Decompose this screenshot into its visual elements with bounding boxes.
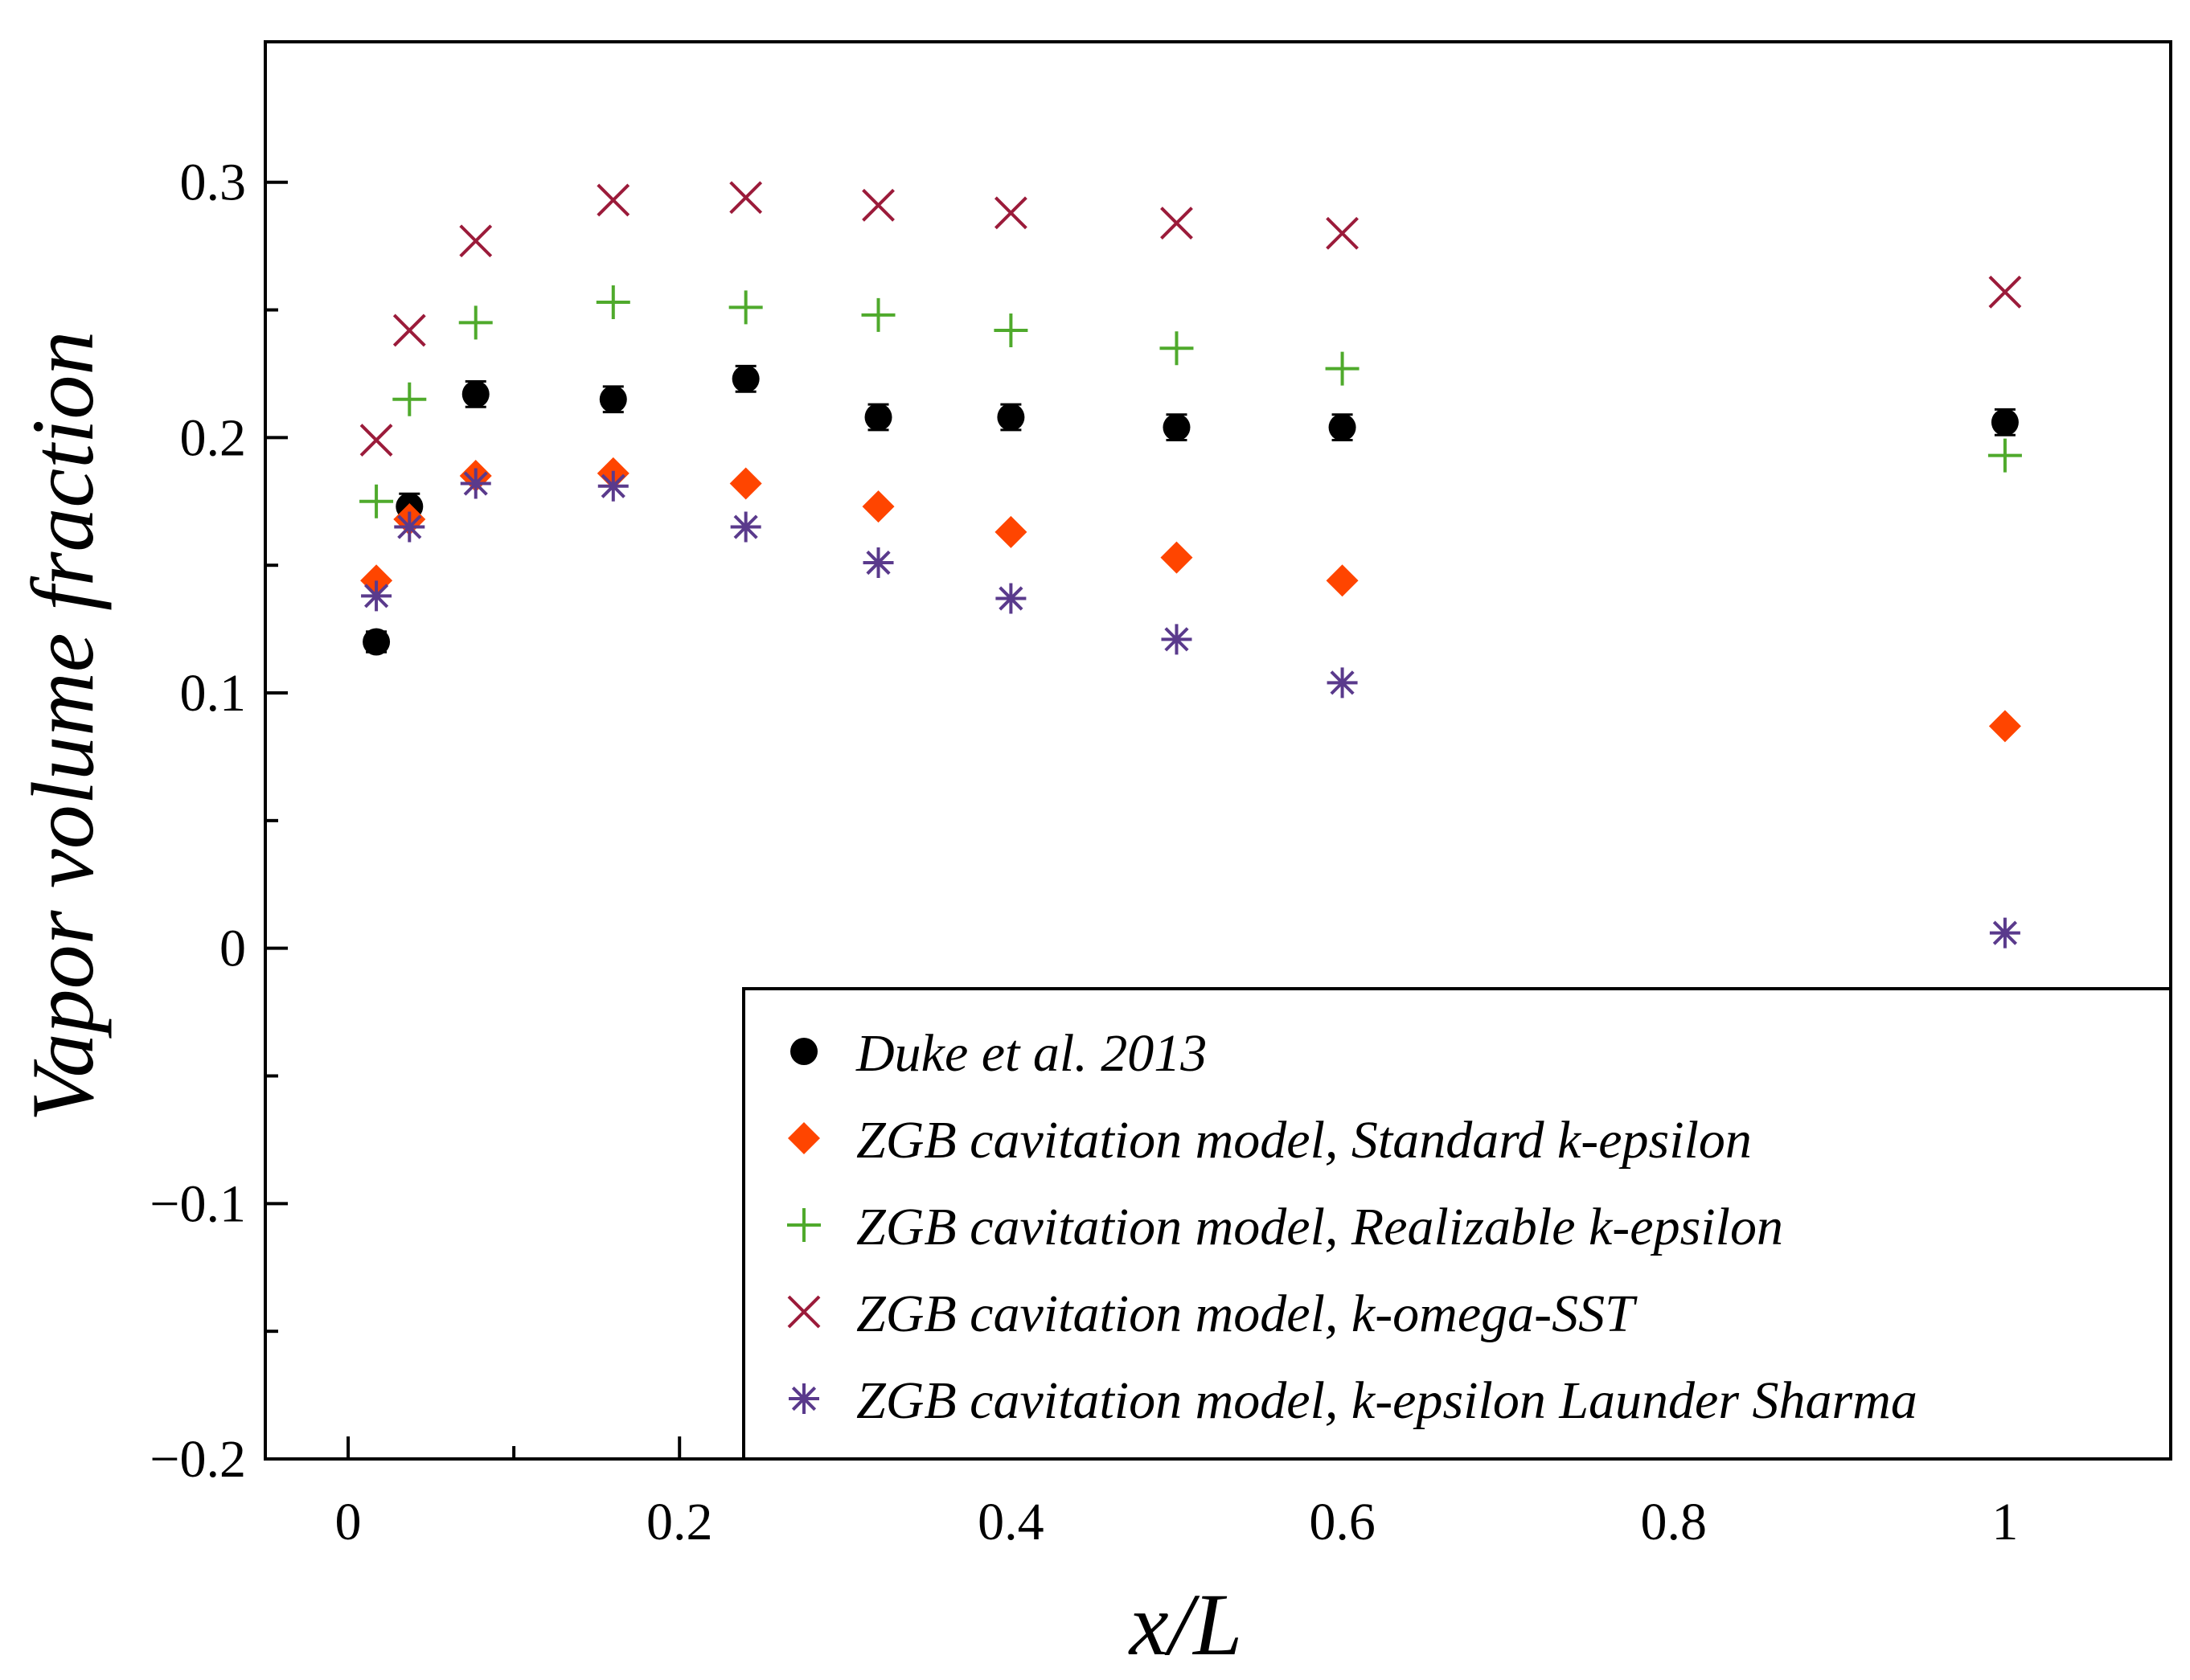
y-tick-label: 0.2 [180,408,247,467]
legend-label: ZGB cavitation model, k-omega-SST [856,1285,1638,1343]
data-point [359,484,394,518]
x-tick-label: 0.2 [646,1493,713,1551]
y-axis-title: Vapor volume fraction [14,331,112,1122]
data-point [863,547,894,579]
data-point [997,403,1025,431]
legend-label: ZGB cavitation model, Realizable k-epsil… [856,1198,1783,1256]
series-layer [359,181,2022,949]
y-tick-label: −0.2 [150,1430,246,1489]
data-point [995,515,1027,548]
data-point [392,382,427,416]
legend-marker [787,1208,821,1242]
data-point [1987,438,2022,473]
legend-label: ZGB cavitation model, Standard k-epsilon [856,1111,1752,1170]
x-tick-label: 0 [335,1493,362,1551]
data-point [599,385,627,413]
data-point [994,313,1028,347]
series-1 [360,457,2021,743]
legend: Duke et al. 2013 ZGB cavitation model, St… [742,987,2172,1461]
legend-box [742,987,2172,1461]
data-point [461,380,490,408]
legend-entry: ZGB cavitation model, Standard k-epsilon [788,1111,1752,1170]
y-tick-label: 0.3 [180,154,247,212]
x-tick-label: 1 [1991,1493,2018,1551]
legend-entry: ZGB cavitation model, Realizable k-epsil… [787,1198,1783,1256]
y-tick-label: 0 [219,920,246,978]
data-point [394,511,425,543]
data-point [862,490,895,523]
legend-entry: ZGB cavitation model, k-omega-SST [787,1285,1638,1343]
series-0 [363,364,2019,656]
x-axis-title: x/L [1128,1576,1243,1674]
legend-entry: ZGB cavitation model, k-epsilon Launder … [789,1371,1917,1430]
data-point [729,181,763,215]
data-point [597,183,630,217]
x-tick-label: 0.8 [1640,1493,1707,1551]
data-point [862,188,895,222]
y-tick-label: 0.1 [180,664,247,723]
data-point [1161,624,1192,655]
legend-marker [788,1122,820,1154]
series-4 [361,468,2020,949]
data-point [861,297,896,332]
data-point [597,470,629,502]
data-point [730,511,761,543]
data-point [994,196,1027,230]
legend-label: Duke et al. 2013 [855,1024,1207,1083]
x-tick-label: 0.6 [1309,1493,1376,1551]
legend-marker [787,1295,821,1329]
data-point [1988,275,2022,309]
data-point [363,628,391,656]
data-point [596,285,630,320]
data-point [359,424,393,457]
data-point [1328,413,1356,441]
data-point [729,467,762,500]
legend-entry: Duke et al. 2013 [790,1024,1207,1083]
legend-marker [790,1038,818,1065]
data-point [1325,351,1360,386]
data-point [864,403,892,431]
data-point [1991,408,2019,436]
data-point [728,290,763,325]
series-3 [359,181,2022,457]
y-tick-label: −0.1 [150,1174,246,1233]
series-2 [359,285,2022,518]
legend-marker [789,1383,819,1414]
data-point [732,365,760,393]
data-point [460,468,491,499]
data-point [458,305,493,340]
x-axis: 0 0.2 0.4 0.6 0.8 1 [335,1436,2018,1551]
data-point [1326,564,1359,597]
data-point [361,580,392,612]
data-point [1159,331,1194,366]
data-point [1160,541,1193,574]
data-point [1989,917,2020,949]
data-point [1326,216,1359,250]
data-point [459,224,493,258]
data-point [1988,710,2021,743]
data-point [1160,207,1193,240]
data-point [392,313,426,347]
data-point [1163,413,1191,441]
data-point [995,583,1027,614]
legend-label: ZGB cavitation model, k-epsilon Launder … [856,1371,1917,1430]
data-point [1327,667,1358,699]
y-axis: 0.3 0.2 0.1 0 −0.1 −0.2 [150,154,288,1489]
x-tick-label: 0.4 [978,1493,1044,1551]
